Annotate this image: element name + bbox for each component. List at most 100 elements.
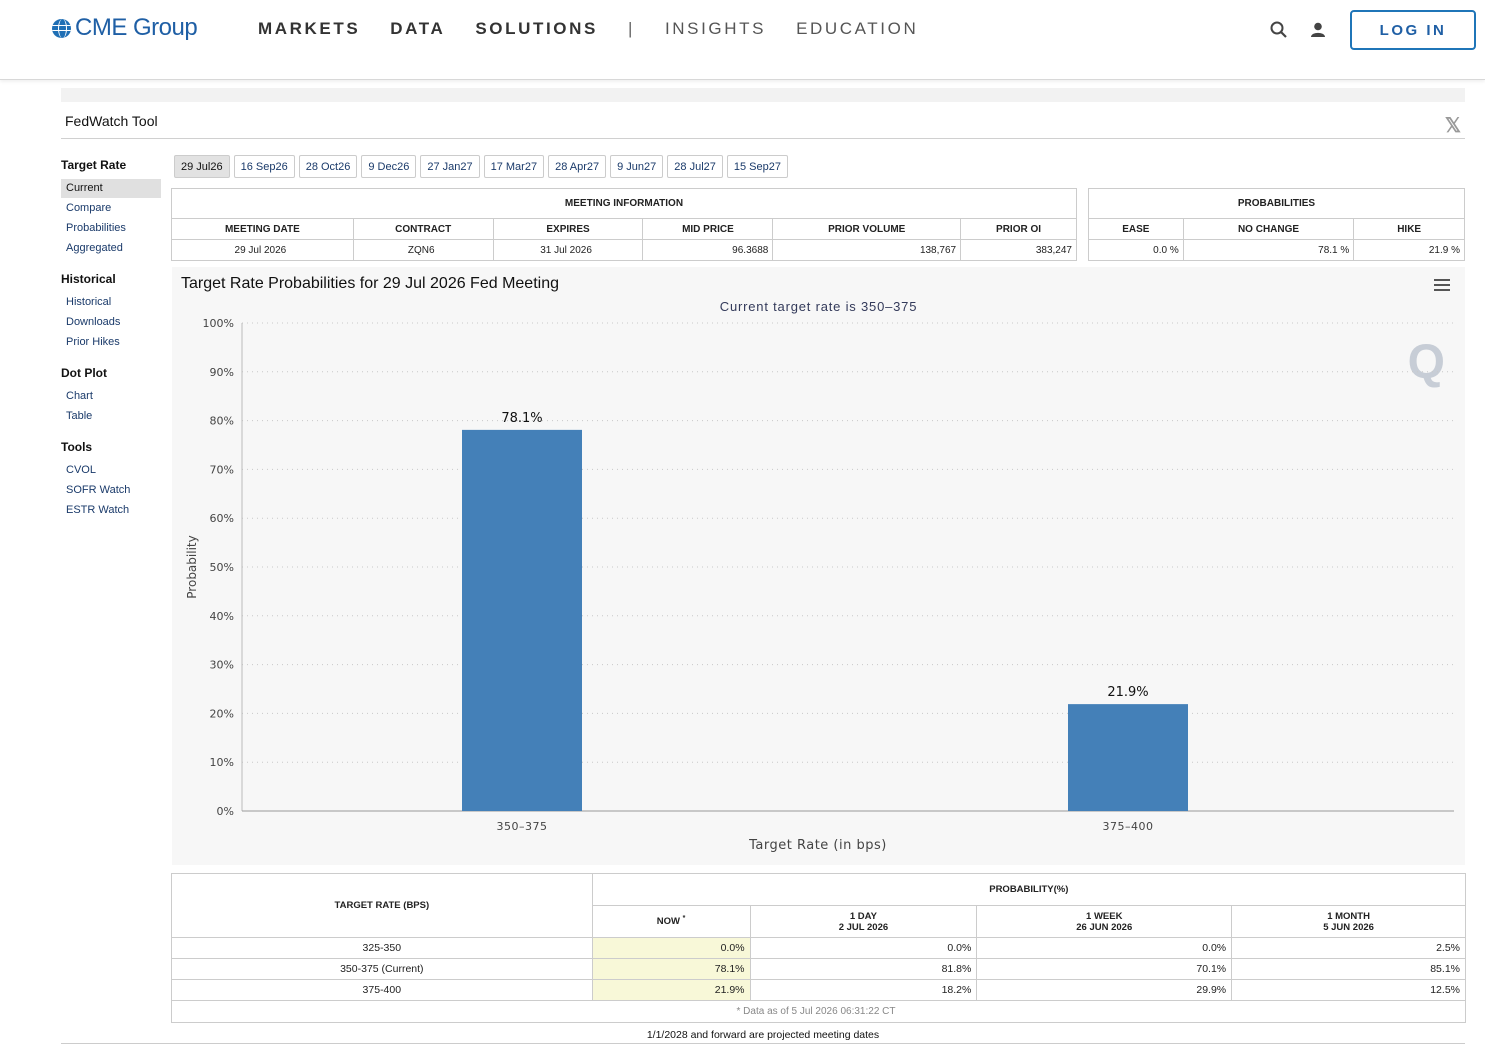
col-header: MID PRICE <box>642 218 774 240</box>
meeting-info-title: MEETING INFORMATION <box>171 188 1077 219</box>
target-rate-header: TARGET RATE (BPS) <box>171 873 593 938</box>
sidebar-item-prior-hikes[interactable]: Prior Hikes <box>66 336 120 348</box>
bar <box>1068 704 1188 811</box>
top-header: CME Group MARKETS DATA SOLUTIONS | INSIG… <box>0 0 1485 80</box>
contract-value: ZQN6 <box>352 239 494 261</box>
col-now-header: NOW * <box>591 905 751 938</box>
table-row: 375-400 21.9% 18.2% 29.9% 12.5% <box>171 979 1466 1001</box>
data-label: 78.1% <box>501 411 542 426</box>
y-tick-label: 40% <box>210 610 234 623</box>
y-tick-label: 60% <box>210 512 234 525</box>
nav-education[interactable]: EDUCATION <box>796 19 919 38</box>
meeting-date-value: 29 Jul 2026 <box>171 239 354 261</box>
nav-markets[interactable]: MARKETS <box>258 19 361 38</box>
y-tick-label: 80% <box>210 415 234 428</box>
tab-meeting-date[interactable]: 16 Sep26 <box>233 155 295 178</box>
sidebar-item-current[interactable]: Current <box>61 179 161 198</box>
tab-meeting-date[interactable]: 28 Oct26 <box>298 155 358 178</box>
globe-icon <box>52 18 71 38</box>
quikstrike-watermark-icon: Q <box>1407 336 1445 389</box>
rate-cell: 325-350 <box>171 937 593 959</box>
footer-divider <box>61 1043 1465 1044</box>
y-tick-label: 20% <box>210 707 234 720</box>
bar-chart: 0% 10% 20% 30% 40% 50% 60% 70% 80% 90% 100% 78.1% 35… <box>185 317 1454 853</box>
probabilities-title: PROBABILITIES <box>1088 188 1465 219</box>
no-change-value: 78.1 % <box>1182 239 1355 261</box>
nav-insights[interactable]: INSIGHTS <box>664 19 767 38</box>
x-tick-label: 350–375 <box>497 820 548 833</box>
y-tick-label: 30% <box>210 659 234 672</box>
y-tick-label: 50% <box>210 561 234 574</box>
sidebar-item-historical[interactable]: Historical <box>66 296 112 308</box>
sidebar-item-cvol[interactable]: CVOL <box>66 464 96 476</box>
tab-meeting-date[interactable]: 15 Sep27 <box>726 155 788 178</box>
col-header: HIKE <box>1353 218 1465 240</box>
value-cell: 81.8% <box>749 958 978 980</box>
probability-history: TARGET RATE (BPS) PROBABILITY(%) NOW * 1… <box>171 873 1467 1023</box>
data-timestamp-note: * Data as of 5 Jul 2026 06:31:22 CT <box>171 1000 1466 1023</box>
nav-data[interactable]: DATA <box>390 19 446 38</box>
col-header: PRIOR OI <box>960 218 1077 240</box>
sidebar-item-aggregated[interactable]: Aggregated <box>66 242 123 254</box>
now-cell: 78.1% <box>591 958 751 980</box>
value-cell: 2.5% <box>1231 937 1466 959</box>
tab-meeting-date[interactable]: 29 Jul26 <box>174 155 230 178</box>
probability-header: PROBABILITY(%) <box>591 873 1467 906</box>
nav-solutions[interactable]: SOLUTIONS <box>475 19 598 38</box>
chart-panel: Target Rate Probabilities for 29 Jul 202… <box>172 267 1465 865</box>
y-tick-label: 0% <box>217 805 234 818</box>
tab-meeting-date[interactable]: 28 Jul27 <box>667 155 723 178</box>
chart-subtitle: Current target rate is 350–375 <box>719 299 918 314</box>
x-tick-label: 375–400 <box>1103 820 1154 833</box>
cme-logo[interactable]: CME Group <box>52 14 198 42</box>
table-row: 325-350 0.0% 0.0% 0.0% 2.5% <box>171 937 1466 959</box>
user-icon[interactable] <box>1308 20 1328 40</box>
sidebar-section-tools: Tools <box>61 440 93 454</box>
sidebar-item-chart[interactable]: Chart <box>66 390 93 402</box>
prior-oi-value: 383,247 <box>960 239 1077 261</box>
tool-strip <box>61 88 1465 102</box>
x-share-icon[interactable]: 𝕏 <box>1444 115 1461 137</box>
x-axis-title: Target Rate (in bps) <box>748 838 887 853</box>
y-tick-label: 70% <box>210 463 234 476</box>
data-label: 21.9% <box>1107 685 1148 700</box>
login-button[interactable]: LOG IN <box>1350 10 1476 50</box>
meeting-info-table: MEETING INFORMATION MEETING DATE CONTRAC… <box>171 188 1077 261</box>
col-header: MEETING DATE <box>171 218 354 240</box>
value-cell: 70.1% <box>976 958 1233 980</box>
sidebar-item-sofr-watch[interactable]: SOFR Watch <box>66 484 131 496</box>
sidebar-item-probabilities[interactable]: Probabilities <box>66 222 126 234</box>
chart-menu-icon[interactable] <box>1434 279 1450 293</box>
table-row: 350-375 (Current) 78.1% 81.8% 70.1% 85.1… <box>171 958 1466 980</box>
value-cell: 18.2% <box>749 979 978 1001</box>
meeting-date-tabs: 29 Jul26 16 Sep26 28 Oct26 9 Dec26 27 Ja… <box>174 155 792 178</box>
value-cell: 0.0% <box>749 937 978 959</box>
now-cell: 21.9% <box>591 979 751 1001</box>
bar <box>462 429 582 811</box>
tab-meeting-date[interactable]: 17 Mar27 <box>483 155 545 178</box>
ease-value: 0.0 % <box>1088 239 1184 261</box>
tool-header: FedWatch Tool 𝕏 <box>61 102 1465 139</box>
nav-separator: | <box>627 19 635 38</box>
rate-cell: 375-400 <box>171 979 593 1001</box>
sidebar-item-estr-watch[interactable]: ESTR Watch <box>66 504 130 516</box>
main-nav: MARKETS DATA SOLUTIONS | INSIGHTS EDUCAT… <box>258 19 948 39</box>
sidebar-section-dot-plot: Dot Plot <box>61 366 107 380</box>
tab-meeting-date[interactable]: 9 Dec26 <box>361 155 417 178</box>
sidebar-item-downloads[interactable]: Downloads <box>66 316 121 328</box>
tab-meeting-date[interactable]: 9 Jun27 <box>610 155 664 178</box>
probabilities-table: PROBABILITIES EASE NO CHANGE HIKE 0.0 % … <box>1088 188 1465 261</box>
tab-meeting-date[interactable]: 28 Apr27 <box>548 155 607 178</box>
sidebar-item-table[interactable]: Table <box>66 410 93 422</box>
sidebar-item-compare[interactable]: Compare <box>66 202 112 214</box>
tab-meeting-date[interactable]: 27 Jan27 <box>420 155 480 178</box>
search-icon[interactable] <box>1269 20 1289 40</box>
col-1week-header: 1 WEEK 26 JUN 2026 <box>976 905 1233 938</box>
y-tick-label: 90% <box>210 366 234 379</box>
col-header: NO CHANGE <box>1182 218 1355 240</box>
col-header: CONTRACT <box>352 218 494 240</box>
projected-dates-note: 1/1/2028 and forward are projected meeti… <box>646 1029 880 1041</box>
hike-value: 21.9 % <box>1353 239 1465 261</box>
sidebar: Target Rate Current Compare Probabilitie… <box>61 158 161 521</box>
logo-text: CME Group <box>75 14 198 41</box>
